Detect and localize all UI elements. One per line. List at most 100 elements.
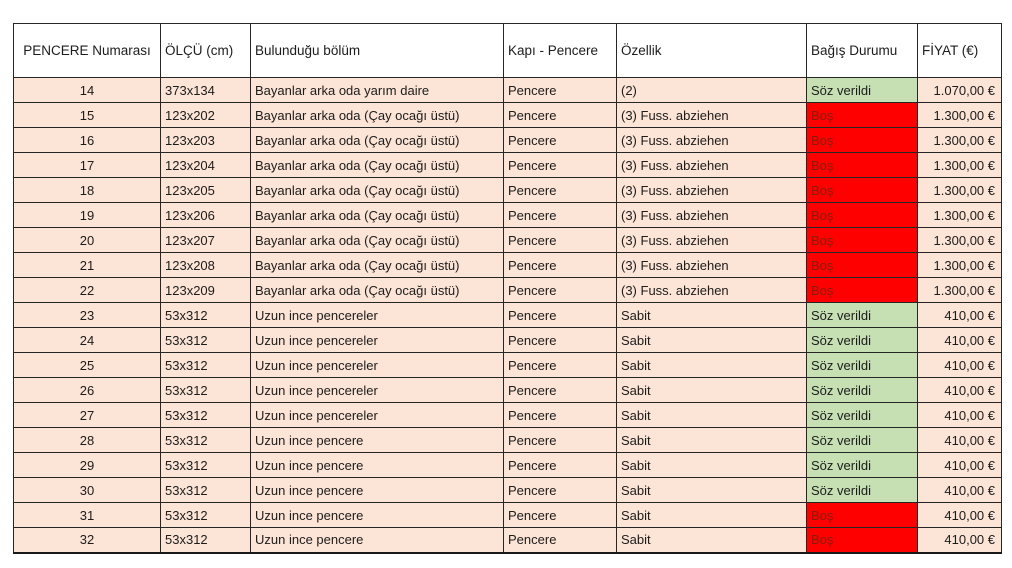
cell-door-window: Pencere (503, 502, 617, 528)
cell-section: Bayanlar arka oda (Çay ocağı üstü) (250, 177, 504, 203)
cell-donation-status: Boş (806, 127, 918, 153)
cell-size: 53x312 (160, 302, 251, 328)
cell-feature: Sabit (616, 427, 807, 453)
column-header-window-number: PENCERE Numarası (13, 23, 161, 78)
cell-feature: (3) Fuss. abziehen (616, 202, 807, 228)
cell-price: 410,00 € (917, 327, 1002, 353)
column-header-feature: Özellik (616, 23, 807, 78)
cell-price: 1.300,00 € (917, 227, 1002, 253)
table-header: PENCERE Numarası ÖLÇÜ (cm) Bulunduğu bölüm… (13, 23, 1002, 78)
cell-size: 123x202 (160, 102, 251, 128)
table-row: 20 123x207 Bayanlar arka oda (Çay ocağı üs… (13, 227, 1002, 253)
cell-donation-status: Boş (806, 152, 918, 178)
cell-door-window: Pencere (503, 252, 617, 278)
cell-section: Uzun ince pencereler (250, 352, 504, 378)
cell-donation-status: Boş (806, 227, 918, 253)
table-row: 21 123x208 Bayanlar arka oda (Çay ocağı üs… (13, 252, 1002, 278)
spreadsheet-page: PENCERE Numarası ÖLÇÜ (cm) Bulunduğu bölüm… (13, 23, 1002, 554)
cell-feature: (3) Fuss. abziehen (616, 252, 807, 278)
cell-donation-status: Söz verildi (806, 427, 918, 453)
table-row: 26 53x312 Uzun ince pencereler Pencere Sabit… (13, 377, 1002, 403)
cell-donation-status: Söz verildi (806, 452, 918, 478)
cell-section: Bayanlar arka oda (Çay ocağı üstü) (250, 102, 504, 128)
cell-donation-status: Boş (806, 202, 918, 228)
cell-feature: (2) (616, 77, 807, 103)
cell-feature: (3) Fuss. abziehen (616, 102, 807, 128)
cell-price: 1.300,00 € (917, 177, 1002, 203)
cell-window-number: 27 (13, 402, 161, 428)
cell-size: 53x312 (160, 452, 251, 478)
cell-door-window: Pencere (503, 127, 617, 153)
cell-donation-status: Boş (806, 277, 918, 303)
cell-price: 410,00 € (917, 527, 1002, 554)
cell-feature: (3) Fuss. abziehen (616, 152, 807, 178)
cell-feature: (3) Fuss. abziehen (616, 277, 807, 303)
cell-door-window: Pencere (503, 302, 617, 328)
cell-window-number: 14 (13, 77, 161, 103)
table-row: 29 53x312 Uzun ince pencere Pencere Sabit Söz… (13, 452, 1002, 478)
cell-window-number: 24 (13, 327, 161, 353)
cell-price: 1.070,00 € (917, 77, 1002, 103)
cell-size: 53x312 (160, 477, 251, 503)
cell-door-window: Pencere (503, 152, 617, 178)
cell-size: 53x312 (160, 402, 251, 428)
cell-section: Uzun ince pencere (250, 452, 504, 478)
cell-section: Bayanlar arka oda (Çay ocağı üstü) (250, 277, 504, 303)
cell-price: 410,00 € (917, 352, 1002, 378)
cell-feature: Sabit (616, 477, 807, 503)
cell-donation-status: Boş (806, 102, 918, 128)
table-row: 27 53x312 Uzun ince pencereler Pencere Sabit… (13, 402, 1002, 428)
cell-feature: Sabit (616, 302, 807, 328)
table-row: 25 53x312 Uzun ince pencereler Pencere Sabit… (13, 352, 1002, 378)
cell-window-number: 29 (13, 452, 161, 478)
table-row: 22 123x209 Bayanlar arka oda (Çay ocağı üs… (13, 277, 1002, 303)
cell-window-number: 17 (13, 152, 161, 178)
table-row: 15 123x202 Bayanlar arka oda (Çay ocağı üs… (13, 102, 1002, 128)
cell-donation-status: Söz verildi (806, 377, 918, 403)
cell-window-number: 32 (13, 527, 161, 554)
table-row: 32 53x312 Uzun ince pencere Pencere Sabit Boş… (13, 527, 1002, 554)
cell-feature: Sabit (616, 502, 807, 528)
cell-door-window: Pencere (503, 77, 617, 103)
cell-section: Bayanlar arka oda (Çay ocağı üstü) (250, 152, 504, 178)
cell-price: 1.300,00 € (917, 127, 1002, 153)
cell-window-number: 30 (13, 477, 161, 503)
cell-price: 410,00 € (917, 402, 1002, 428)
cell-price: 410,00 € (917, 377, 1002, 403)
cell-window-number: 15 (13, 102, 161, 128)
cell-section: Uzun ince pencereler (250, 327, 504, 353)
window-donation-table: PENCERE Numarası ÖLÇÜ (cm) Bulunduğu bölüm… (13, 23, 1002, 554)
cell-feature: Sabit (616, 452, 807, 478)
table-row: 31 53x312 Uzun ince pencere Pencere Sabit Boş… (13, 502, 1002, 528)
cell-size: 123x206 (160, 202, 251, 228)
cell-window-number: 21 (13, 252, 161, 278)
cell-feature: Sabit (616, 327, 807, 353)
table-row: 19 123x206 Bayanlar arka oda (Çay ocağı üs… (13, 202, 1002, 228)
table-row: 23 53x312 Uzun ince pencereler Pencere Sabit… (13, 302, 1002, 328)
cell-size: 53x312 (160, 377, 251, 403)
cell-window-number: 23 (13, 302, 161, 328)
cell-price: 410,00 € (917, 302, 1002, 328)
cell-window-number: 18 (13, 177, 161, 203)
cell-price: 1.300,00 € (917, 152, 1002, 178)
cell-donation-status: Söz verildi (806, 302, 918, 328)
cell-feature: (3) Fuss. abziehen (616, 177, 807, 203)
cell-size: 53x312 (160, 527, 251, 554)
cell-door-window: Pencere (503, 202, 617, 228)
cell-price: 1.300,00 € (917, 102, 1002, 128)
cell-window-number: 31 (13, 502, 161, 528)
cell-door-window: Pencere (503, 327, 617, 353)
cell-section: Bayanlar arka oda yarım daire (250, 77, 504, 103)
cell-size: 53x312 (160, 502, 251, 528)
cell-door-window: Pencere (503, 377, 617, 403)
cell-size: 373x134 (160, 77, 251, 103)
cell-section: Uzun ince pencere (250, 502, 504, 528)
table-row: 14 373x134 Bayanlar arka oda yarım daire Pe… (13, 77, 1002, 103)
cell-price: 410,00 € (917, 502, 1002, 528)
cell-size: 123x203 (160, 127, 251, 153)
cell-door-window: Pencere (503, 102, 617, 128)
table-row: 16 123x203 Bayanlar arka oda (Çay ocağı üs… (13, 127, 1002, 153)
cell-donation-status: Boş (806, 527, 918, 554)
cell-size: 123x205 (160, 177, 251, 203)
cell-donation-status: Söz verildi (806, 477, 918, 503)
